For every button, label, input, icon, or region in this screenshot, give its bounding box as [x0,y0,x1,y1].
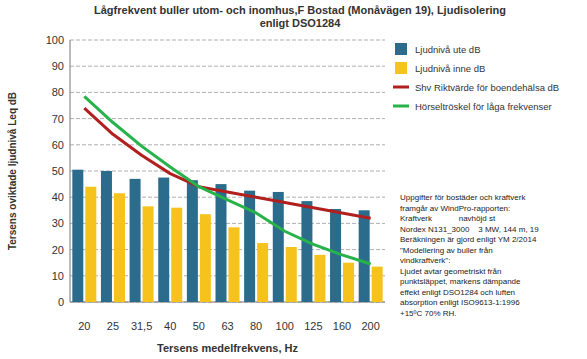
x-tick-label: 20 [78,320,90,332]
grid-line [70,66,385,67]
x-tick-label: 125 [304,320,322,332]
annotation: absorption enligt ISO9613-1:1996 [400,298,520,307]
annotation: Ljudet avtar geometriskt från [400,267,501,276]
y-axis [70,40,71,302]
bar [273,192,284,302]
grid-line [70,144,385,145]
bar [101,171,112,302]
x-tick-label: 160 [333,320,351,332]
legend-label: Ljudnivå ute dB [415,44,481,55]
y-tick-label: 10 [52,270,64,282]
y-tick-label: 100 [46,34,64,46]
grid-line [70,171,385,172]
y-tick-label: 80 [52,86,64,98]
legend-swatch [393,105,409,108]
x-tick-label: 50 [193,320,205,332]
bar [187,180,198,302]
bar [158,178,169,302]
bar [257,243,268,302]
legend-swatch [393,86,409,89]
annotation: Beräkningen är gjord enligt YM 2/2014 [400,235,537,244]
legend-swatch [395,62,407,74]
line [84,96,370,264]
x-axis-label: Tersens medelfrekvens, Hz [157,342,299,354]
x-tick-label: 40 [164,320,176,332]
chart: Lågfrekvent buller utom- och inomhus,F B… [0,0,587,359]
bar [200,214,211,302]
y-tick-label: 90 [52,60,64,72]
plot-area [72,96,382,302]
x-tick-label: 80 [250,320,262,332]
bar [171,208,182,302]
x-tick-label: 63 [221,320,233,332]
y-tick-label: 70 [52,113,64,125]
annotation: Uppgifter för bostäder och kraftverk [400,193,526,202]
x-tick-label: 31,5 [131,320,152,332]
bar [114,193,125,302]
annotation: Kraftverk navhöjd st [400,214,496,223]
bar [301,201,312,302]
bar [130,179,141,302]
bar [85,187,96,302]
bar [216,184,227,302]
y-tick-label: 30 [52,217,64,229]
title: Lågfrekvent buller utom- och inomhus,F B… [94,4,506,16]
x-tick-label: 200 [362,320,380,332]
y-tick-label: 60 [52,139,64,151]
title: enligt DSO1284 [260,17,342,29]
bar [359,210,370,302]
y-tick-label: 0 [58,296,64,308]
annotation: effekt enligt DSO1284 och luften [400,288,515,297]
y-tick-label: 50 [52,165,64,177]
annotation: +15ºC 70% RH. [400,309,457,318]
line [84,108,370,218]
bar [72,170,83,302]
bar [372,267,383,302]
y-tick-label: 20 [52,244,64,256]
bar [286,247,297,302]
bar [229,227,240,302]
grid-line [70,92,385,93]
annotation: framgår av WindPro-rapporten: [400,204,510,213]
x-tick-label: 100 [276,320,294,332]
y-axis-label: Tersens oviktade ljudnivå Leq dB [7,92,18,250]
annotation: "Modellering av buller från [400,246,493,255]
legend-label: Shv Riktvärde för boendehälsa dB [415,82,559,93]
annotation: vindkraftverk": [400,256,450,265]
bar [343,263,354,302]
bar [330,209,341,302]
annotation: Nordex N131_3000 3 MW, 144 m, 19 [400,225,539,234]
grid-line [70,40,385,41]
bar [314,255,325,302]
legend-swatch [395,43,407,55]
y-tick-label: 40 [52,191,64,203]
bar [143,206,154,302]
annotation: punktsläppet, markens dämpande [400,277,521,286]
legend-label: Ljudnivå inne dB [415,63,485,74]
grid-line [70,118,385,119]
legend-label: Hörseltröskel för låga frekvenser [415,101,552,112]
x-tick-label: 25 [107,320,119,332]
